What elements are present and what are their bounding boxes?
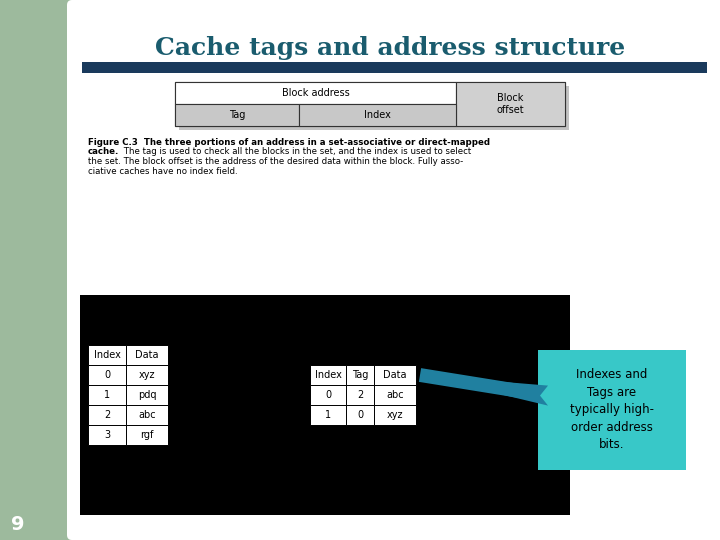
Text: Index: Index (315, 370, 341, 380)
Text: Data: Data (383, 370, 407, 380)
Bar (80, 295, 570, 515)
Text: Block address: Block address (282, 88, 349, 98)
Bar (126, 365, 168, 385)
Bar (374, 385, 416, 405)
Text: rgf: rgf (140, 430, 153, 440)
Text: xyz: xyz (387, 410, 403, 420)
Bar (82, 62, 707, 73)
Bar (88, 425, 126, 445)
Bar (88, 405, 126, 425)
Text: pdq: pdq (138, 390, 156, 400)
Bar (126, 385, 168, 405)
Text: Cache tags and address structure: Cache tags and address structure (155, 36, 625, 60)
Text: abc: abc (138, 410, 156, 420)
Text: Tag: Tag (228, 110, 245, 120)
Text: abc: abc (386, 390, 404, 400)
Text: Block
offset: Block offset (497, 93, 524, 115)
Bar (0, 0, 110, 110)
Text: 9: 9 (12, 516, 24, 535)
Polygon shape (420, 375, 548, 406)
Text: ciative caches have no index field.: ciative caches have no index field. (88, 166, 238, 176)
Bar (179, 86, 569, 130)
Bar (310, 365, 346, 385)
Text: 0: 0 (325, 390, 331, 400)
Bar (126, 345, 168, 365)
Text: the set. The block offset is the address of the desired data within the block. F: the set. The block offset is the address… (88, 157, 463, 166)
Text: Figure C.3  The three portions of an address in a set-associative or direct-mapp: Figure C.3 The three portions of an addr… (88, 138, 490, 147)
Text: Tag: Tag (352, 370, 368, 380)
Text: 3: 3 (104, 430, 110, 440)
Bar (88, 385, 126, 405)
Text: xyz: xyz (139, 370, 156, 380)
Text: 0: 0 (357, 410, 363, 420)
Bar (88, 365, 126, 385)
Bar (346, 405, 374, 425)
Text: 2: 2 (104, 410, 110, 420)
Text: The tag is used to check all the blocks in the set, and the index is used to sel: The tag is used to check all the blocks … (121, 147, 472, 157)
Text: Index: Index (94, 350, 120, 360)
Text: 2: 2 (357, 390, 363, 400)
Bar (0, 0, 72, 540)
Bar (346, 385, 374, 405)
Bar (175, 82, 565, 126)
Bar (346, 365, 374, 385)
Bar (310, 385, 346, 405)
Bar (456, 82, 565, 126)
Bar (310, 405, 346, 425)
Text: 1: 1 (104, 390, 110, 400)
Bar (175, 104, 299, 126)
Bar (538, 350, 686, 470)
Bar (374, 365, 416, 385)
Bar (88, 345, 126, 365)
Text: 0: 0 (104, 370, 110, 380)
Bar (126, 425, 168, 445)
Text: Index: Index (364, 110, 391, 120)
Bar (175, 82, 456, 104)
Bar (126, 405, 168, 425)
Text: cache.: cache. (88, 147, 120, 157)
Bar (299, 104, 456, 126)
Text: 1: 1 (325, 410, 331, 420)
Polygon shape (316, 285, 334, 295)
Bar (374, 405, 416, 425)
Text: Indexes and
Tags are
typically high-
order address
bits.: Indexes and Tags are typically high- ord… (570, 368, 654, 451)
Text: Data: Data (135, 350, 158, 360)
FancyBboxPatch shape (67, 0, 720, 540)
